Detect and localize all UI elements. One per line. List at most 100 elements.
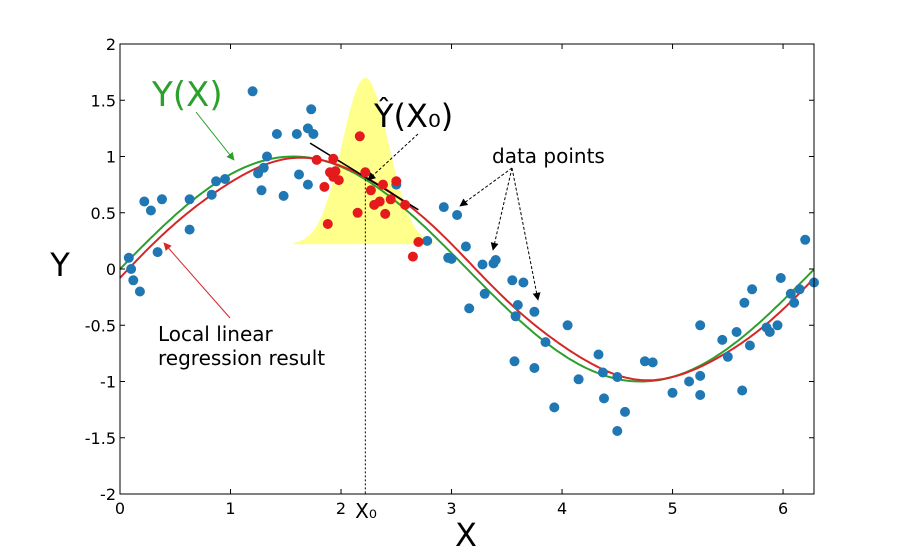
data-point [695, 370, 706, 381]
data-point [256, 185, 267, 196]
x-tick-label: 1 [225, 499, 235, 518]
data-point [744, 340, 755, 351]
data-point [599, 393, 609, 404]
y-tick-label: -1 [100, 373, 116, 392]
data-point [695, 320, 706, 331]
x-tick-label: 0 [115, 499, 125, 518]
data-points-arrow-3 [511, 167, 541, 301]
data-point [737, 385, 748, 396]
y-tick-label: -1.5 [85, 429, 116, 448]
data-point [452, 210, 463, 220]
data-point [477, 259, 488, 270]
data-point [612, 426, 623, 436]
y-tick-label: 0 [106, 260, 116, 279]
data-point [639, 356, 650, 367]
data-point [306, 104, 317, 115]
data-point [747, 284, 758, 295]
data-point [510, 311, 521, 322]
data-points-label: data points [492, 144, 605, 168]
data-point [211, 176, 222, 187]
data-point [789, 297, 800, 308]
x-tick-label: 5 [667, 499, 677, 518]
data-point [764, 327, 775, 337]
data-point [647, 357, 658, 368]
local-data-point [380, 208, 391, 219]
local-data-point [360, 167, 371, 178]
data-point [308, 129, 319, 139]
local-data-point [400, 199, 411, 210]
data-point [128, 275, 139, 286]
data-point [684, 376, 695, 387]
data-point [667, 387, 678, 398]
data-point [220, 174, 230, 184]
data-point [247, 86, 258, 97]
data-point [184, 224, 195, 235]
data-points-arrow-1 [459, 167, 513, 207]
data-point [157, 194, 167, 205]
data-point [152, 247, 163, 258]
data-point [302, 179, 313, 190]
data-point [800, 234, 811, 245]
data-point [126, 264, 137, 274]
data-point [620, 406, 630, 417]
estimate-label: Ŷ(X₀) [373, 97, 453, 135]
data-point [134, 286, 145, 297]
fit-curve-line [120, 156, 814, 382]
data-point [512, 300, 523, 310]
local-data-point [365, 185, 376, 196]
data-point [597, 367, 608, 378]
x-tick-label: 6 [778, 499, 788, 518]
local-data-point [352, 207, 363, 218]
data-point [490, 255, 501, 265]
y-tick-label: -0.5 [85, 316, 116, 335]
data-point [262, 151, 272, 162]
data-point [460, 241, 471, 252]
local-data-point [407, 251, 418, 262]
x-tick-label: 3 [446, 499, 456, 518]
local-data-point [319, 181, 330, 192]
local-data-point [413, 237, 424, 247]
data-point [446, 253, 457, 264]
true-curve-line [120, 155, 814, 383]
data-point [123, 252, 134, 263]
data-point [731, 327, 742, 337]
data-point [509, 356, 520, 367]
data-point [775, 273, 786, 283]
fit-label-line1: Local linear [158, 322, 274, 346]
local-data-point [330, 166, 341, 177]
data-point [529, 306, 540, 317]
x-axis-label: X [455, 516, 477, 554]
local-data-point [354, 131, 365, 142]
y-tick-label: 1.5 [91, 91, 116, 110]
x-tick-label: 2 [336, 499, 346, 518]
data-point [695, 390, 706, 400]
local-data-point [374, 196, 385, 207]
y-axis-label: Y [49, 246, 70, 284]
data-point [717, 334, 728, 345]
x-tick-label: 4 [557, 499, 567, 518]
data-point [540, 337, 551, 348]
data-point [722, 351, 733, 362]
local-data-point [333, 175, 344, 186]
y-tick-label: 2 [106, 35, 116, 54]
data-point [206, 189, 217, 200]
y-tick-label: 0.5 [91, 204, 116, 223]
data-point [549, 402, 560, 413]
data-point [422, 235, 433, 246]
data-point [278, 190, 289, 201]
fit-label-line2: regression result [158, 346, 325, 370]
data-point [294, 169, 304, 180]
fit-curve-arrow [163, 242, 231, 319]
true-curve-label: Y(X) [151, 75, 223, 115]
data-point [464, 303, 475, 314]
data-point [291, 129, 302, 139]
data-point [518, 277, 529, 288]
data-point [529, 363, 540, 373]
local-data-point [328, 153, 339, 164]
data-point [794, 284, 805, 295]
y-tick-label: -2 [100, 485, 116, 504]
data-point [562, 320, 573, 331]
local-data-point [311, 154, 322, 165]
true-curve-arrow [195, 111, 235, 161]
